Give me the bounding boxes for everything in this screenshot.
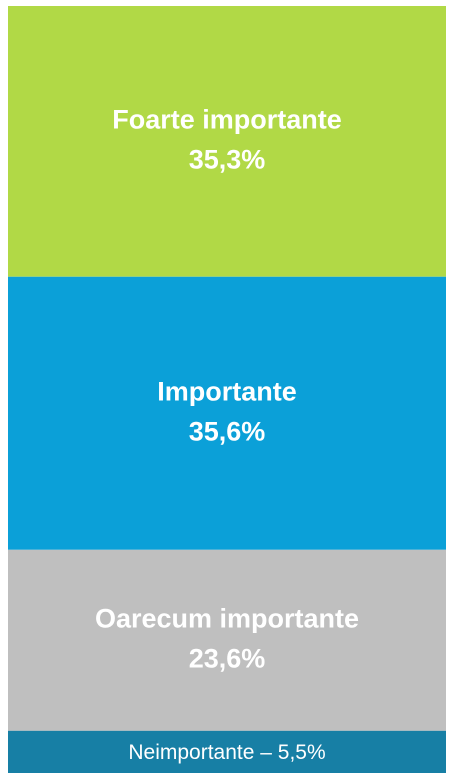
segment-label: Importante xyxy=(157,376,297,406)
value-label: 23,6% xyxy=(189,643,266,673)
segment xyxy=(8,6,446,277)
segment xyxy=(8,276,446,550)
segment-label: Oarecum importante xyxy=(95,603,359,633)
value-label: 5,5% xyxy=(278,740,326,763)
segment-label-line: Neimportante – 5,5% xyxy=(128,740,325,763)
value-label: 35,6% xyxy=(189,416,266,446)
segment-label: Neimportante xyxy=(128,740,254,763)
segment xyxy=(8,549,446,731)
segment-label: Foarte importante xyxy=(112,105,342,135)
segment xyxy=(8,730,446,773)
value-label: 35,3% xyxy=(189,145,266,175)
label-separator: – xyxy=(254,740,277,763)
